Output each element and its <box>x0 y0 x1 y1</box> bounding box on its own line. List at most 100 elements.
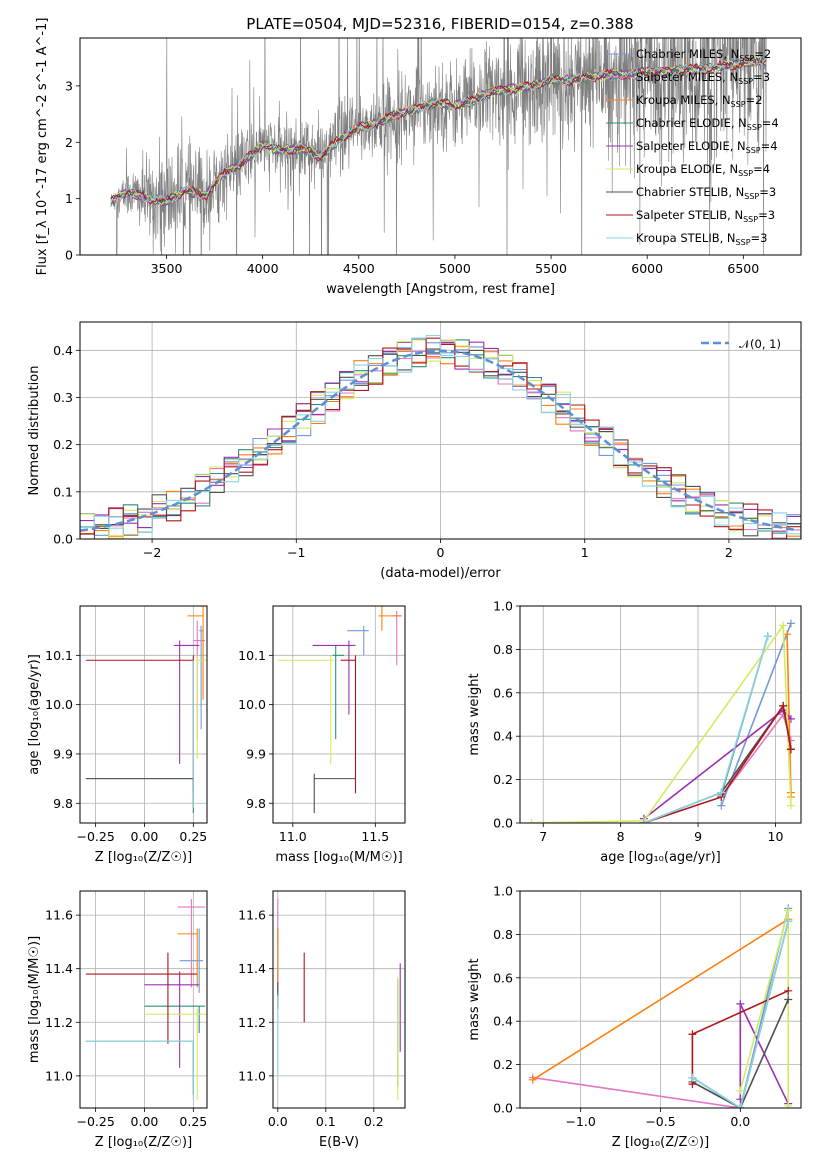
errorbar-kroupa-miles <box>187 606 204 700</box>
errorbar-kroupa-stelib <box>85 1040 194 1100</box>
errorbar-salpeter-miles <box>391 610 402 666</box>
model-line-kroupa-stelib <box>110 57 767 204</box>
y-tick-label: 0.4 <box>493 1014 513 1029</box>
weight-series-chabrier-stelib <box>692 999 789 1108</box>
errorbar-kroupa-elodie <box>196 655 207 759</box>
x-tick-label: 4000 <box>247 261 279 276</box>
y-tick-label: 0.2 <box>493 772 513 787</box>
legend-entry: Chabrier STELIB, NSSP=3 <box>636 185 776 201</box>
x-tick-label: −2 <box>143 545 161 560</box>
model-line-kroupa-miles <box>110 57 767 206</box>
errorbar-salpeter-miles <box>177 899 206 988</box>
y-tick-label: 9.9 <box>53 746 73 761</box>
errorbar-salpeter-elodie <box>312 640 356 715</box>
legend-model-name: Chabrier STELIB, N <box>636 185 744 199</box>
y-tick-label: 0.8 <box>493 642 513 657</box>
errorbar-chabrier-miles <box>199 625 204 730</box>
x-tick-label: −1.0 <box>565 1114 595 1129</box>
residual-histogram-kroupa-elodie <box>80 339 801 539</box>
legend-entry: Chabrier MILES, NSSP=2 <box>636 47 771 63</box>
y-tick-label: 9.8 <box>53 796 73 811</box>
legend-entry: Salpeter STELIB, NSSP=3 <box>636 208 775 224</box>
y-tick-label: 2 <box>65 135 73 150</box>
legend-entry: Salpeter MILES, NSSP=3 <box>636 70 770 86</box>
weight-marker <box>784 906 793 915</box>
residual-frame <box>79 321 802 540</box>
errorbar-kroupa-elodie <box>277 655 335 764</box>
weight-marker <box>783 630 792 639</box>
weight-marker <box>786 714 795 723</box>
weight-marker <box>784 986 793 995</box>
x-tick-label: 6000 <box>631 261 663 276</box>
x-tick-label: 5000 <box>439 261 471 276</box>
errorbar-chabrier-stelib <box>85 1040 194 1095</box>
weight-marker <box>717 801 726 810</box>
legend-model-name: Kroupa ELODIE, N <box>636 162 738 176</box>
y-axis-label: mass [log₁₀(M/M☉)] <box>27 936 42 1063</box>
weight_vs_age-frame <box>519 605 802 824</box>
errorbar-salpeter-elodie <box>144 971 200 1068</box>
y-tick-label: 0.0 <box>493 1101 513 1116</box>
age_vs_Z-plot-area <box>85 606 207 814</box>
x-tick-label: 7 <box>539 829 547 844</box>
legend-nssp-value: =4 <box>761 139 778 153</box>
y-tick-label: 3 <box>65 78 73 93</box>
errorbar-kroupa-elodie <box>144 1008 207 1100</box>
residual-legend: 𝒩(0, 1) <box>701 337 781 351</box>
legend-subscript: SSP <box>738 169 753 178</box>
y-tick-label: 0.2 <box>53 437 73 452</box>
legend-subscript: SSP <box>736 238 751 247</box>
legend-entry: Kroupa ELODIE, NSSP=4 <box>636 162 770 178</box>
errorbar-salpeter-stelib <box>340 655 357 794</box>
x-axis-label: wavelength [Angstrom, rest frame] <box>326 282 555 297</box>
x-axis-label: Z [log₁₀(Z/Z☉)] <box>95 850 192 865</box>
x-tick-label: 10 <box>768 829 784 844</box>
y-axis-label: age [log₁₀(age/yr)] <box>27 654 42 775</box>
legend-model-name: Salpeter MILES, N <box>636 70 738 84</box>
legend-entry: 𝒩(0, 1) <box>739 337 781 351</box>
weight-series-kroupa-elodie <box>531 623 792 823</box>
spectrum-frame <box>79 37 802 256</box>
x-tick-label: 0.0 <box>268 1114 288 1129</box>
residuals-axes: −2 −1 0 1 2 0.0 0.1 0.2 0.3 0.4 (data-model)/error… <box>27 322 801 581</box>
model-line-salpeter-stelib <box>110 58 767 205</box>
y-tick-label: 0.2 <box>493 1057 513 1072</box>
legend-nssp-value: =3 <box>753 70 770 84</box>
y-tick-label: 0.4 <box>493 729 513 744</box>
y-tick-label: 0 <box>65 248 73 263</box>
y-tick-label: 0.0 <box>53 532 73 547</box>
y-tick-label: 1 <box>65 191 73 206</box>
weight-marker <box>639 819 648 823</box>
y-tick-label: 10.0 <box>238 697 266 712</box>
errorbar-chabrier-elodie <box>85 778 194 814</box>
y-tick-label: 11.6 <box>45 908 73 923</box>
legend-model-name: Kroupa MILES, N <box>636 93 731 107</box>
y-tick-label: 0.4 <box>53 343 73 358</box>
y-axis-label: mass weight <box>467 673 482 755</box>
y-tick-label: 11.2 <box>238 1015 266 1030</box>
weight-marker <box>784 995 793 1004</box>
x-tick-label: 0.00 <box>131 829 159 844</box>
legend-nssp-value: =3 <box>759 185 776 199</box>
weight-marker <box>688 1073 697 1082</box>
y-tick-label: 9.9 <box>246 746 266 761</box>
errorbar-chabrier-elodie <box>332 645 344 740</box>
x-tick-label: −1 <box>287 545 305 560</box>
residual-plot-area <box>80 335 801 539</box>
y-tick-label: 0.8 <box>493 927 513 942</box>
y-tick-label: 11.2 <box>45 1015 73 1030</box>
x-axis-label: age [log₁₀(age/yr)] <box>600 850 721 865</box>
mass_vs_ebv-axes: 0.0 0.1 0.2 11.0 11.2 11.4 11.6 E(B-V) <box>238 891 405 1150</box>
weight_vs_age-axes: 7 8 9 10 0.0 0.2 0.4 0.6 0.8 1.0 age [log₁₀(age/yr… <box>467 599 801 865</box>
x-tick-label: −0.5 <box>645 1114 675 1129</box>
errorbar-chabrier-elodie <box>144 1005 206 1033</box>
x-axis-label: Z [log₁₀(Z/Z☉)] <box>95 1135 192 1150</box>
age_vs_mass-plot-area <box>277 606 402 814</box>
errorbar-kroupa-miles <box>177 928 198 988</box>
residual-histogram-kroupa-stelib <box>80 335 801 538</box>
y-tick-label: 0.6 <box>493 685 513 700</box>
y-tick-label: 1.0 <box>493 599 513 614</box>
y-tick-label: 11.0 <box>45 1068 73 1083</box>
legend-nssp-value: =2 <box>754 47 771 61</box>
